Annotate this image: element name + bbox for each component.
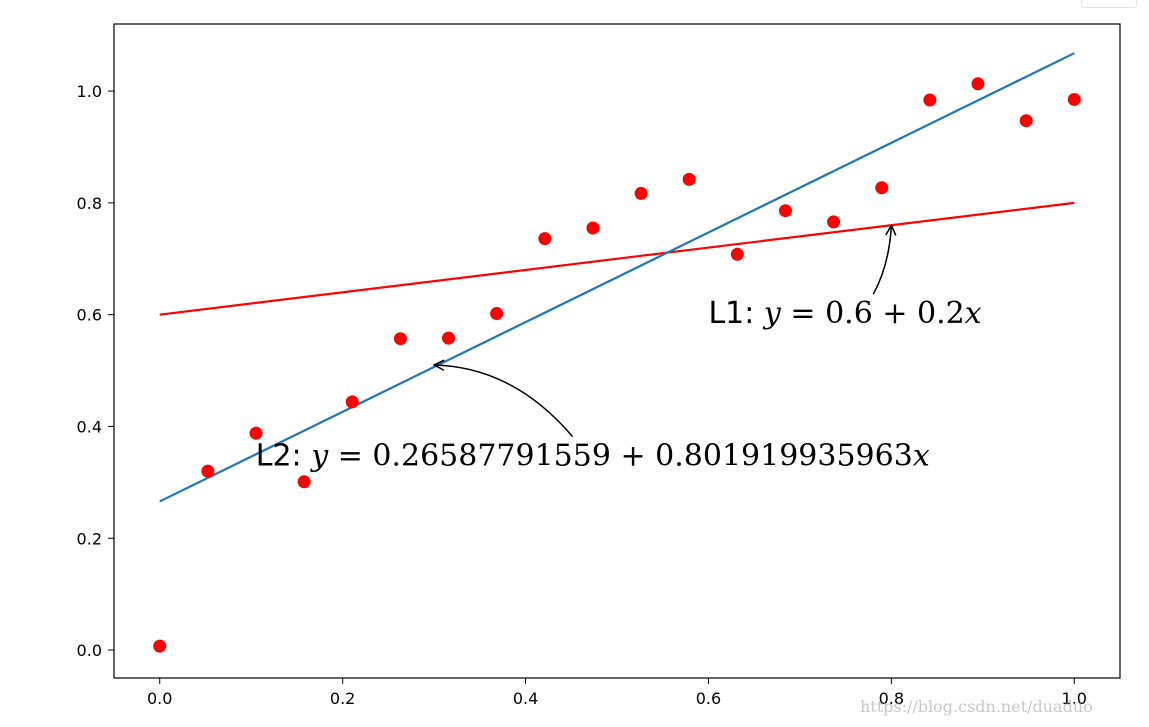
data-point xyxy=(249,426,263,440)
data-point xyxy=(393,332,407,346)
data-point xyxy=(586,221,600,235)
data-point xyxy=(153,639,167,653)
y-tick-label: 1.0 xyxy=(77,82,102,101)
fit-lines xyxy=(159,52,1075,503)
data-point xyxy=(875,181,889,195)
x-tick-label: 0.6 xyxy=(696,689,721,708)
data-point xyxy=(827,215,841,229)
data-point xyxy=(1067,92,1081,106)
annotation-arrow-2 xyxy=(434,365,574,438)
data-point xyxy=(442,331,456,345)
x-tick-label: 0.2 xyxy=(330,689,355,708)
x-tick-label: 0.4 xyxy=(513,689,538,708)
data-point xyxy=(538,232,552,246)
y-tick-label: 0.0 xyxy=(77,641,102,660)
data-point xyxy=(923,93,937,107)
x-tick-label: 0.0 xyxy=(147,689,172,708)
data-point xyxy=(490,307,504,321)
data-point xyxy=(682,172,696,186)
y-tick-label: 0.4 xyxy=(77,417,102,436)
x-tick-label: 0.8 xyxy=(879,689,904,708)
annotation-arrows xyxy=(434,225,891,438)
data-point xyxy=(778,204,792,218)
y-tick-label: 0.6 xyxy=(77,306,102,325)
scatter-points xyxy=(153,77,1081,653)
y-tick-label: 0.2 xyxy=(77,529,102,548)
fit-line-2 xyxy=(159,52,1075,503)
data-point xyxy=(730,247,744,261)
data-point xyxy=(201,464,215,478)
data-point xyxy=(297,475,311,489)
plot-frame xyxy=(113,23,1121,679)
watermark-text: https://blog.csdn.net/duaduo xyxy=(860,697,1093,716)
y-tick-label: 0.8 xyxy=(77,194,102,213)
annotation-label-1: L1: y = 0.6 + 0.2x xyxy=(708,296,981,331)
data-point xyxy=(634,186,648,200)
corner-tab xyxy=(1081,0,1137,8)
annotation-label-2: L2: y = 0.26587791559 + 0.801919935963x xyxy=(256,439,930,474)
x-axis: 0.0 0.2 0.4 0.6 0.8 1.0 xyxy=(147,678,1087,708)
data-point xyxy=(1019,114,1033,128)
data-point xyxy=(971,77,985,91)
fit-line-1 xyxy=(159,201,1075,316)
data-point xyxy=(345,395,359,409)
x-tick-label: 1.0 xyxy=(1062,689,1087,708)
annotations: L1: y = 0.6 + 0.2x L2: y = 0.26587791559 … xyxy=(256,296,982,474)
y-axis: 0.0 0.2 0.4 0.6 0.8 1.0 xyxy=(77,82,114,660)
annotation-arrow-1 xyxy=(872,225,891,295)
